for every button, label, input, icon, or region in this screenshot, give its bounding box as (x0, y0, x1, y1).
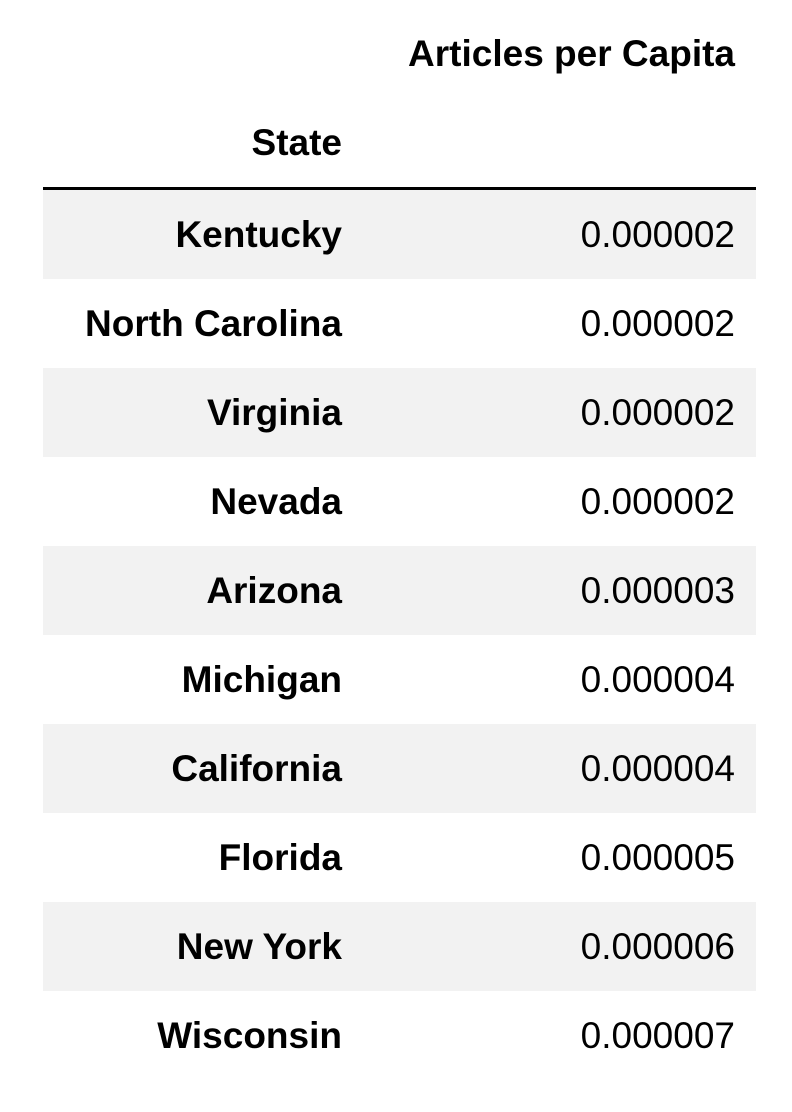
value-cell: 0.000004 (363, 635, 756, 724)
state-cell: Wisconsin (43, 991, 363, 1080)
state-cell: Florida (43, 813, 363, 902)
table-row: Wisconsin 0.000007 (43, 991, 756, 1080)
value-cell: 0.000005 (363, 813, 756, 902)
value-cell: 0.000002 (363, 457, 756, 546)
state-cell: California (43, 724, 363, 813)
column-header-articles-per-capita: Articles per Capita (408, 33, 735, 74)
table-header: Articles per Capita State (43, 9, 756, 189)
table-row: Kentucky 0.000002 (43, 187, 756, 279)
value-cell: 0.000002 (363, 279, 756, 368)
articles-per-capita-table: Articles per Capita State Kentucky 0.000… (43, 9, 756, 1080)
value-cell: 0.000003 (363, 546, 756, 635)
value-cell: 0.000002 (363, 368, 756, 457)
state-cell: North Carolina (43, 279, 363, 368)
column-header-row: Articles per Capita (43, 9, 756, 99)
state-cell: New York (43, 902, 363, 991)
value-cell: 0.000002 (363, 187, 756, 279)
table-row: Michigan 0.000004 (43, 635, 756, 724)
table-row: New York 0.000006 (43, 902, 756, 991)
state-cell: Michigan (43, 635, 363, 724)
index-name-row: State (43, 99, 756, 189)
table-row: North Carolina 0.000002 (43, 279, 756, 368)
table-row: Florida 0.000005 (43, 813, 756, 902)
blank-header-cell (363, 99, 756, 189)
table-row: Arizona 0.000003 (43, 546, 756, 635)
value-cell: 0.000007 (363, 991, 756, 1080)
table-body: Kentucky 0.000002 North Carolina 0.00000… (43, 187, 756, 1080)
value-cell: 0.000006 (363, 902, 756, 991)
table-row: Nevada 0.000002 (43, 457, 756, 546)
state-cell: Kentucky (43, 187, 363, 279)
value-cell: 0.000004 (363, 724, 756, 813)
index-name-header: State (251, 122, 342, 163)
state-cell: Arizona (43, 546, 363, 635)
state-cell: Virginia (43, 368, 363, 457)
table-row: Virginia 0.000002 (43, 368, 756, 457)
blank-header-cell (43, 9, 363, 99)
state-cell: Nevada (43, 457, 363, 546)
table-row: California 0.000004 (43, 724, 756, 813)
